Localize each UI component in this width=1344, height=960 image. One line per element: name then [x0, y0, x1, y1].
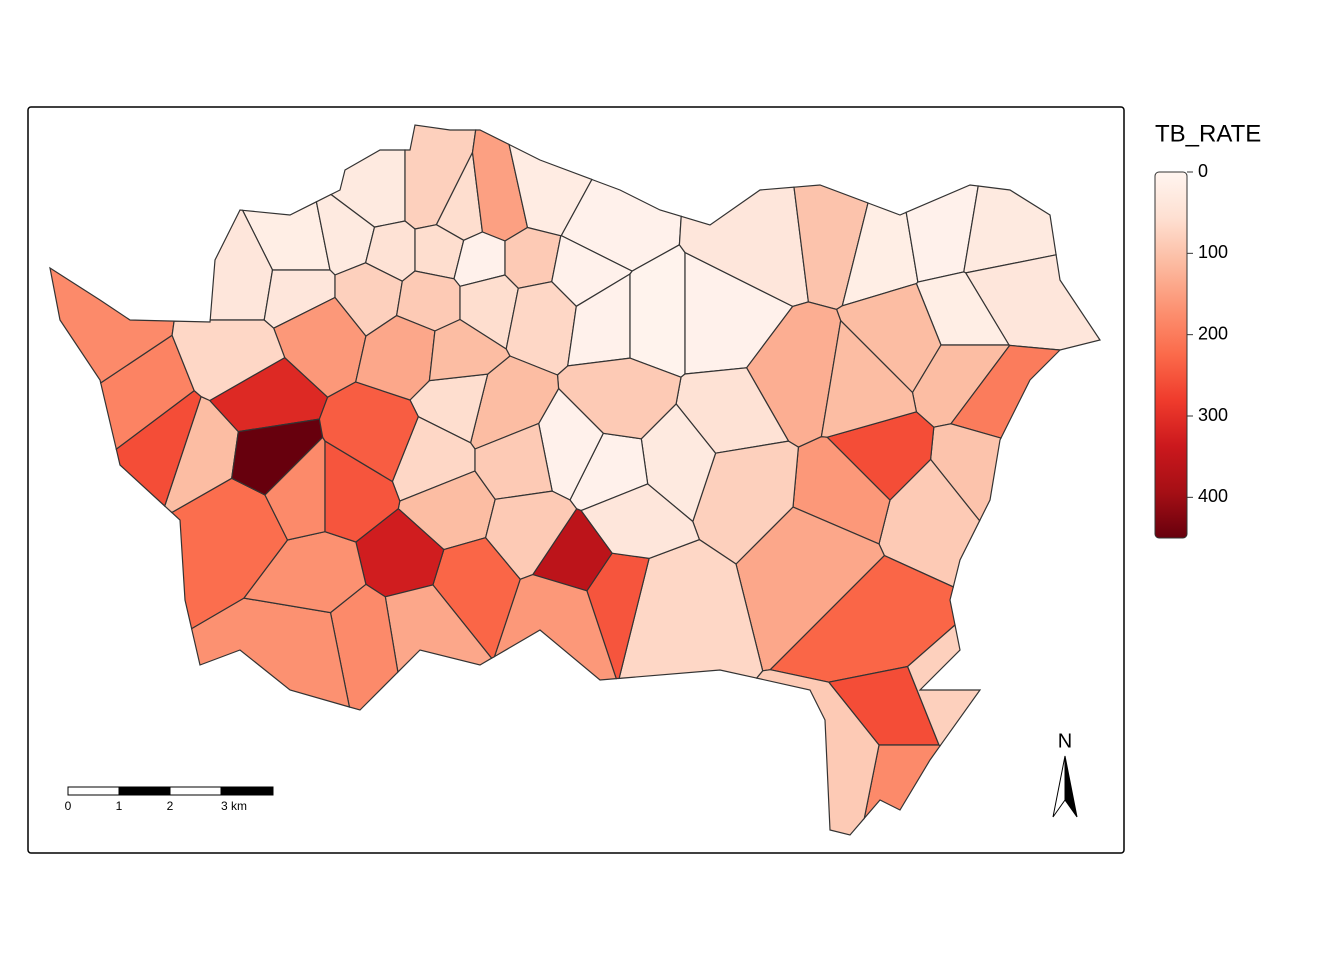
- legend-tick-label: 200: [1198, 323, 1228, 343]
- colorbar: [1154, 171, 1188, 539]
- legend-ticks: 0 100 200 300 400: [1187, 161, 1228, 506]
- north-arrow: N: [1052, 730, 1078, 818]
- scale-label: 0: [65, 799, 72, 813]
- scale-bar: 0 1 2 3 km: [65, 786, 274, 813]
- scale-segment: [220, 786, 274, 796]
- north-label: N: [1058, 730, 1072, 752]
- scale-label: 1: [116, 799, 123, 813]
- scale-label: 3 km: [221, 799, 247, 813]
- legend-tick-label: 100: [1198, 242, 1228, 262]
- region: [428, 318, 511, 382]
- legend-tick-label: 400: [1198, 486, 1228, 506]
- scale-segment: [67, 786, 120, 796]
- region: [906, 623, 982, 747]
- region: [820, 319, 918, 438]
- scale-label: 2: [167, 799, 174, 813]
- regions: [49, 124, 1101, 836]
- legend-tick-label: 300: [1198, 405, 1228, 425]
- map-frame: [27, 106, 1125, 854]
- arrow-right: [1064, 755, 1078, 818]
- region: [171, 319, 286, 402]
- arrow-left: [1052, 755, 1066, 818]
- legend-tick-label: 0: [1198, 161, 1208, 181]
- legend-title: TB_RATE: [1155, 120, 1261, 147]
- region: [863, 744, 941, 821]
- scale-segment: [169, 786, 222, 796]
- scale-segment: [118, 786, 171, 796]
